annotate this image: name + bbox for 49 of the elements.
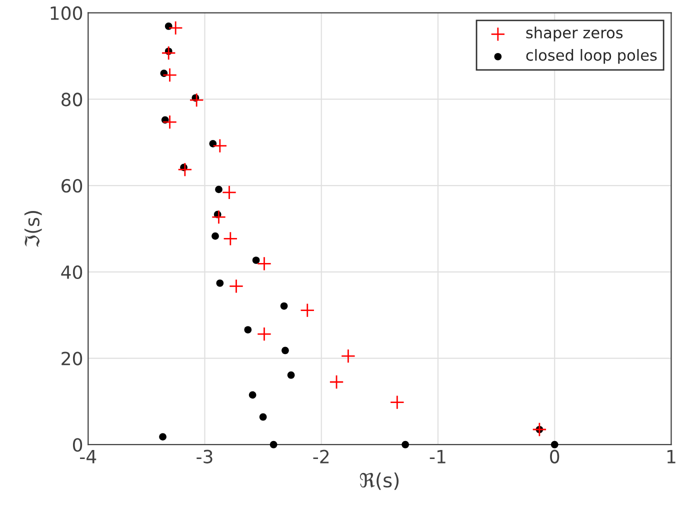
x-tick-label: 0 [550,450,560,464]
point [532,422,547,437]
point [248,391,256,399]
point [256,326,272,342]
point [300,303,315,318]
point [178,162,192,177]
point [280,302,288,310]
legend-label: closed loop poles [526,49,657,64]
point [340,348,356,364]
point [222,185,237,200]
x-tick-label: -2 [313,450,329,464]
point [212,138,228,154]
point [223,231,238,246]
point [168,20,183,36]
point [282,346,289,354]
x-tick-label: -4 [80,450,96,464]
point [329,374,344,390]
y-tick-label: 60 [62,179,82,193]
y-tick-label: 100 [50,6,82,20]
point [216,279,224,287]
point [161,46,176,60]
x-tick-label: -3 [196,450,212,464]
point [215,186,222,194]
y-axis-title: ℑ(s) [24,210,42,248]
y-tick-label: 80 [62,92,82,106]
x-tick-label: 1 [667,450,676,464]
y-tick-label: 0 [72,438,82,452]
point [390,395,404,410]
point [164,22,172,30]
point [159,433,166,441]
x-tick-label: -1 [430,450,446,464]
point [162,68,178,82]
point [252,256,260,264]
point [244,326,252,334]
point [212,232,219,240]
point [162,114,178,130]
point [550,440,558,448]
point [228,278,244,294]
point [287,371,295,379]
point [402,440,410,448]
point [211,210,226,224]
legend-label: shaper zeros [526,26,623,42]
y-tick-label: 40 [61,265,82,280]
point [270,440,278,448]
y-tick-label: 20 [62,352,82,366]
point [256,256,272,271]
point [189,92,204,108]
x-axis-title: ℜ(s) [360,472,399,490]
point [259,413,267,421]
